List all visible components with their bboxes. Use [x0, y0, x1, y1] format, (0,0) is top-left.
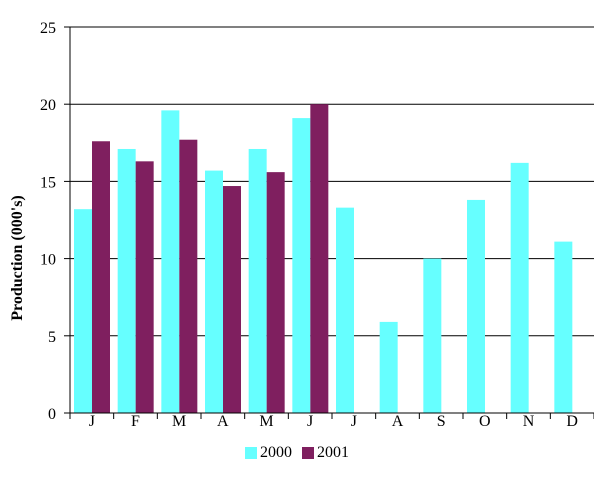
- y-axis-label: Production (000's): [9, 195, 26, 320]
- x-tick-label-11: D: [566, 413, 578, 430]
- bar-2000-9: [467, 199, 485, 413]
- bar-2000-7: [379, 321, 398, 413]
- y-tick-label-20: 20: [40, 97, 56, 114]
- bar-chart: 0 5 10 15 20 25 J F M A M J J A S O N D Production (000'…: [9, 20, 594, 430]
- bar-2000-4: [248, 148, 267, 413]
- bar-2000-8: [423, 258, 442, 413]
- bar-2000-6: [336, 207, 354, 413]
- y-tick-label-0: 0: [48, 406, 56, 423]
- bars: [74, 104, 573, 414]
- bar-2000-3: [205, 170, 223, 413]
- x-tick-label-2: M: [172, 413, 186, 430]
- x-tick-label-9: O: [479, 413, 491, 430]
- x-tick-label-1: F: [131, 413, 140, 430]
- x-tick-label-8: S: [437, 413, 446, 430]
- x-tick-label-3: A: [217, 413, 229, 430]
- y-tick-label-10: 10: [40, 252, 56, 269]
- y-tick-labels: 0 5 10 15 20 25: [40, 20, 56, 423]
- bar-2001-4: [266, 172, 285, 413]
- bar-2000-5: [292, 118, 311, 413]
- x-tick-label-7: A: [392, 413, 404, 430]
- legend-label-2001: 2001: [317, 444, 349, 461]
- axes: [64, 26, 594, 419]
- bar-2000-10: [510, 162, 529, 413]
- y-tick-label-25: 25: [40, 20, 56, 37]
- y-tick-label-5: 5: [48, 329, 56, 346]
- x-tick-label-10: N: [523, 413, 535, 430]
- legend-item-2001: 2001: [302, 444, 349, 462]
- bar-2000-0: [74, 209, 92, 413]
- x-tick-label-4: M: [259, 413, 273, 430]
- bar-2000-1: [117, 148, 136, 413]
- legend-item-2000: 2000: [245, 444, 292, 462]
- bar-2001-0: [92, 141, 110, 414]
- legend-swatch-2000: [245, 447, 257, 459]
- legend-swatch-2001: [302, 447, 314, 459]
- bar-2000-2: [161, 110, 180, 413]
- y-tick-label-15: 15: [40, 174, 56, 191]
- bar-2001-3: [223, 186, 241, 413]
- legend: 2000 2001: [0, 444, 594, 462]
- bar-2001-2: [179, 139, 198, 413]
- bar-2000-11: [554, 241, 573, 413]
- x-tick-label-6: J: [351, 413, 357, 430]
- x-tick-label-5: J: [307, 413, 313, 430]
- gridlines: [70, 26, 594, 337]
- x-tick-label-0: J: [89, 413, 95, 430]
- bar-2001-1: [135, 161, 154, 413]
- legend-label-2000: 2000: [260, 444, 292, 461]
- bar-2001-5: [310, 104, 329, 413]
